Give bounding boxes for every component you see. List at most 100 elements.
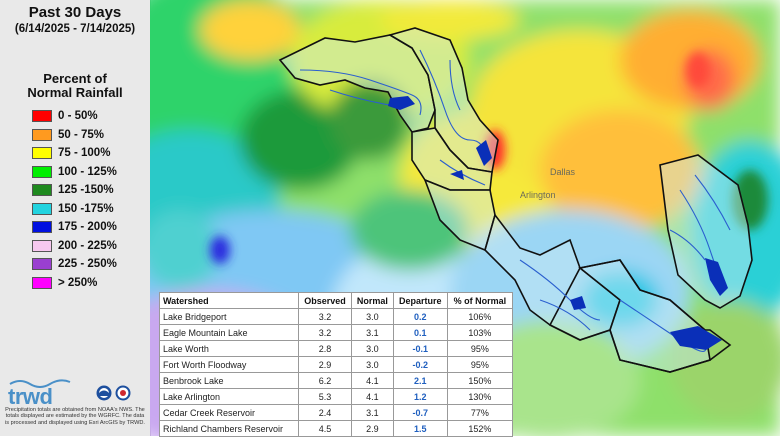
- table-row: Fort Worth Floodway 2.9 3.0 -0.2 95%: [159, 356, 514, 373]
- cell-percent-normal: 106%: [446, 308, 514, 325]
- table-row: Benbrook Lake 6.2 4.1 2.1 150%: [159, 372, 514, 389]
- table-row: Lake Arlington 5.3 4.1 1.2 130%: [159, 388, 514, 405]
- cell-normal: 3.1: [351, 404, 394, 421]
- col-normal: Normal: [351, 292, 394, 309]
- cell-watershed: Lake Arlington: [159, 388, 299, 405]
- cell-observed: 2.4: [297, 404, 353, 421]
- legend-label: 150 -175%: [58, 202, 114, 215]
- table-row: Lake Worth 2.8 3.0 -0.1 95%: [159, 340, 514, 357]
- nws-icon: [115, 385, 131, 401]
- watershed-boundaries: [278, 27, 753, 373]
- watershed-cedar-creek: [659, 154, 753, 309]
- legend-item: 150 -175%: [32, 200, 117, 219]
- eagle-mountain-reservoir: [476, 140, 492, 166]
- legend-label: 125 -150%: [58, 184, 114, 197]
- lake-bridgeport-reservoir: [388, 96, 415, 110]
- cell-departure: 0.1: [392, 324, 448, 341]
- legend-swatch: [32, 110, 52, 123]
- cell-watershed: Benbrook Lake: [159, 372, 299, 389]
- legend-label: 200 - 225%: [58, 239, 117, 252]
- reservoirs: [388, 96, 728, 350]
- legend-swatch: [32, 184, 52, 197]
- date-range: (6/14/2025 - 7/14/2025): [14, 23, 136, 35]
- cell-normal: 3.0: [351, 356, 394, 373]
- col-watershed: Watershed: [159, 292, 299, 309]
- cell-departure: 1.2: [392, 388, 448, 405]
- legend-item: 50 - 75%: [32, 126, 117, 145]
- cell-observed: 6.2: [297, 372, 353, 389]
- legend-heading: Percent of Normal Rainfall: [0, 72, 150, 100]
- legend-item: > 250%: [32, 274, 117, 293]
- cell-percent-normal: 77%: [446, 404, 514, 421]
- legend-label: 0 - 50%: [58, 110, 98, 123]
- disclaimer: Precipitation totals are obtained from N…: [4, 407, 145, 426]
- cell-departure: 2.1: [392, 372, 448, 389]
- legend-label: > 250%: [58, 276, 98, 289]
- cell-percent-normal: 152%: [446, 420, 514, 437]
- legend-swatch: [32, 128, 52, 141]
- table-row: Lake Bridgeport 3.2 3.0 0.2 106%: [159, 308, 514, 325]
- benbrook-reservoir: [570, 296, 586, 310]
- watershed-table: Watershed Observed Normal Departure % of…: [159, 292, 514, 437]
- cell-watershed: Lake Worth: [159, 340, 299, 357]
- cell-watershed: Cedar Creek Reservoir: [159, 404, 299, 421]
- legend-swatch: [32, 221, 52, 234]
- legend-panel: Past 30 Days (6/14/2025 - 7/14/2025) Per…: [0, 0, 151, 436]
- cell-watershed: Lake Bridgeport: [159, 308, 299, 325]
- legend-label: 50 - 75%: [58, 128, 105, 141]
- legend: 0 - 50% 50 - 75% 75 - 100% 100 - 125% 125 -1…: [32, 107, 117, 292]
- trwd-logo: trwd: [8, 384, 53, 409]
- city-label-dallas: Dallas: [550, 167, 576, 177]
- col-percent-normal: % of Normal: [446, 292, 514, 309]
- cell-watershed: Fort Worth Floodway: [159, 356, 299, 373]
- legend-swatch: [32, 276, 52, 289]
- legend-swatch: [32, 147, 52, 160]
- cell-observed: 4.5: [297, 420, 353, 437]
- wave-icon: [9, 379, 71, 388]
- col-departure: Departure: [392, 292, 448, 309]
- table-header-row: Watershed Observed Normal Departure % of…: [159, 292, 514, 309]
- cedar-creek-reservoir: [705, 258, 728, 296]
- cell-percent-normal: 150%: [446, 372, 514, 389]
- cell-departure: 1.5: [392, 420, 448, 437]
- legend-swatch: [32, 202, 52, 215]
- cell-observed: 2.8: [297, 340, 353, 357]
- agency-logos: [96, 385, 131, 401]
- table-row: Cedar Creek Reservoir 2.4 3.1 -0.7 77%: [159, 404, 514, 421]
- richland-chambers-reservoir: [670, 326, 722, 350]
- cell-percent-normal: 103%: [446, 324, 514, 341]
- cell-normal: 3.0: [351, 340, 394, 357]
- cell-watershed: Richland Chambers Reservoir: [159, 420, 299, 437]
- page-title: Past 30 Days: [28, 4, 122, 21]
- legend-swatch: [32, 239, 52, 252]
- cell-departure: -0.7: [392, 404, 448, 421]
- legend-item: 200 - 225%: [32, 237, 117, 256]
- cell-normal: 4.1: [351, 388, 394, 405]
- legend-swatch: [32, 165, 52, 178]
- cell-observed: 2.9: [297, 356, 353, 373]
- cell-percent-normal: 95%: [446, 340, 514, 357]
- cell-observed: 5.3: [297, 388, 353, 405]
- cell-normal: 4.1: [351, 372, 394, 389]
- cell-watershed: Eagle Mountain Lake: [159, 324, 299, 341]
- legend-label: 175 - 200%: [58, 221, 117, 234]
- city-label-arlington: Arlington: [520, 190, 556, 200]
- cell-normal: 2.9: [351, 420, 394, 437]
- table-row: Richland Chambers Reservoir 4.5 2.9 1.5 152%: [159, 420, 514, 437]
- cell-departure: 0.2: [392, 308, 448, 325]
- legend-swatch: [32, 258, 52, 271]
- watershed-richland-chambers: [548, 259, 732, 373]
- legend-label: 100 - 125%: [58, 165, 117, 178]
- cell-departure: -0.2: [392, 356, 448, 373]
- lake-worth-reservoir: [450, 170, 464, 180]
- col-observed: Observed: [297, 292, 353, 309]
- cell-percent-normal: 95%: [446, 356, 514, 373]
- legend-label: 75 - 100%: [58, 147, 111, 160]
- table-row: Eagle Mountain Lake 3.2 3.1 0.1 103%: [159, 324, 514, 341]
- legend-item: 175 - 200%: [32, 218, 117, 237]
- cell-observed: 3.2: [297, 308, 353, 325]
- legend-item: 75 - 100%: [32, 144, 117, 163]
- cell-departure: -0.1: [392, 340, 448, 357]
- watershed-lake-worth: [411, 127, 493, 191]
- legend-label: 225 - 250%: [58, 258, 117, 271]
